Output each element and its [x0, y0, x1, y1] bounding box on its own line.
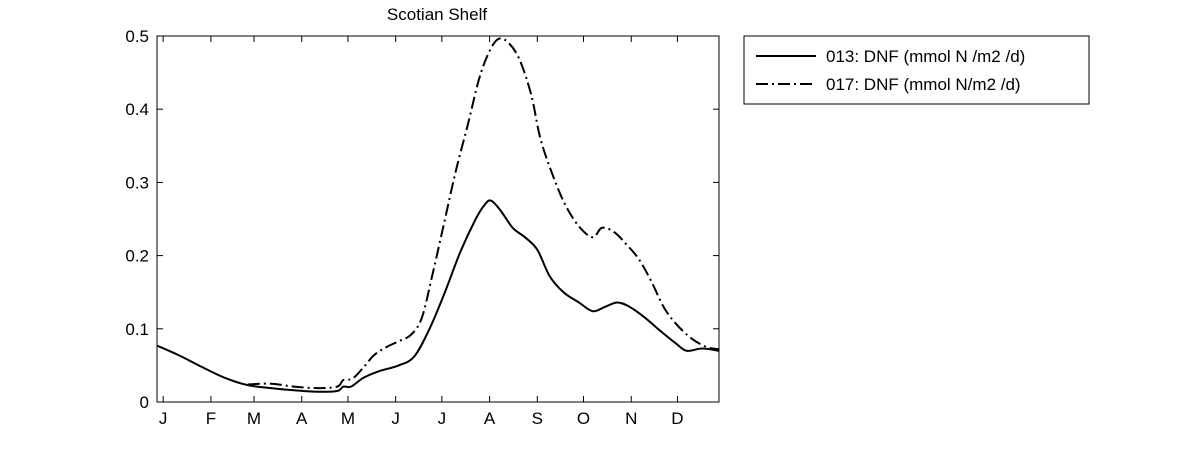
- x-tick-label: D: [671, 409, 683, 428]
- series-lines: [156, 37, 720, 393]
- legend-label-1: 013: DNF (mmol N /m2 /d): [826, 47, 1025, 66]
- x-tick-label: J: [159, 409, 168, 428]
- x-tick-label: A: [296, 409, 308, 428]
- y-tick-label: 0.1: [125, 320, 149, 339]
- y-tick-label: 0.4: [125, 100, 149, 119]
- x-tick-label: M: [341, 409, 355, 428]
- x-tick-label: S: [532, 409, 543, 428]
- x-tick-label: M: [247, 409, 261, 428]
- series-line-2: [247, 37, 720, 390]
- x-tick-label: J: [438, 409, 447, 428]
- y-tick-label: 0.3: [125, 173, 149, 192]
- x-tick-label: A: [484, 409, 496, 428]
- chart-title: Scotian Shelf: [387, 5, 487, 24]
- y-tick-label: 0: [140, 393, 149, 412]
- legend: 013: DNF (mmol N /m2 /d) 017: DNF (mmol N…: [743, 35, 1090, 105]
- axis-ticks: 0 0.1 0.2 0.3 0.4 0.5 J F M A M J J A S O N D: [125, 27, 719, 428]
- x-tick-label: N: [625, 409, 637, 428]
- plot-area: [156, 35, 720, 403]
- legend-label-2: 017: DNF (mmol N/m2 /d): [826, 75, 1021, 94]
- x-tick-label: O: [577, 409, 590, 428]
- y-tick-label: 0.2: [125, 247, 149, 266]
- x-tick-label: F: [206, 409, 216, 428]
- series-line-1: [156, 199, 720, 393]
- plot-frame: [156, 35, 720, 403]
- x-tick-label: J: [391, 409, 400, 428]
- y-tick-label: 0.5: [125, 27, 149, 46]
- legend-box: [743, 35, 1090, 105]
